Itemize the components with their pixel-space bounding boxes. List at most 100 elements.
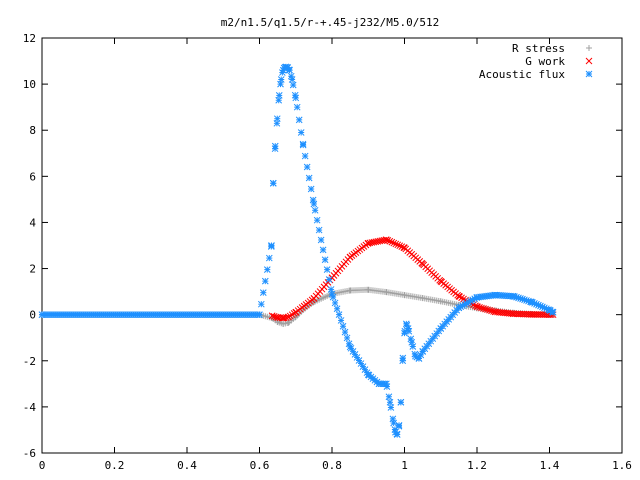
data-point <box>277 76 285 83</box>
data-point <box>323 266 331 273</box>
chart-title: m2/n1.5/q1.5/r-+.45-j232/M5.0/512 <box>221 16 440 29</box>
data-point <box>295 116 303 124</box>
data-point <box>299 140 307 148</box>
data-point <box>307 185 315 193</box>
series-layer <box>38 63 557 438</box>
data-point <box>305 174 313 182</box>
data-point <box>263 266 271 273</box>
data-point <box>317 236 325 244</box>
data-point <box>268 242 275 249</box>
data-point <box>549 309 557 316</box>
data-point <box>397 398 405 406</box>
data-point <box>484 306 491 314</box>
data-point <box>372 238 380 246</box>
data-point <box>337 317 345 324</box>
data-point <box>408 338 416 346</box>
data-point <box>341 328 349 336</box>
x-tick-label: 1.2 <box>467 459 487 472</box>
data-point <box>509 292 517 300</box>
legend-marker <box>585 70 593 78</box>
data-point <box>256 311 263 319</box>
data-point <box>325 276 333 283</box>
data-point <box>346 343 354 351</box>
data-point <box>383 289 390 296</box>
data-point <box>361 366 369 373</box>
plot-frame <box>41 37 623 454</box>
data-point <box>293 103 301 111</box>
data-point <box>389 415 397 423</box>
y-tick-label: -6 <box>23 447 36 460</box>
y-tick-label: 6 <box>29 170 36 183</box>
data-point <box>401 292 408 299</box>
data-point <box>272 313 280 321</box>
data-point <box>415 355 423 362</box>
y-tick-label: -4 <box>23 401 37 414</box>
y-tick-label: 12 <box>23 32 36 45</box>
data-point <box>313 216 321 224</box>
data-point <box>491 308 499 316</box>
data-point <box>383 236 390 244</box>
data-point <box>310 200 318 208</box>
data-point <box>343 334 351 342</box>
ticks: 0 0.2 0.4 0.6 0.8 1 1.2 1.4 1.6 -6 -4 -2 0 2 4 6 8 10 12 <box>23 32 632 472</box>
data-point <box>437 325 445 332</box>
data-point <box>401 244 408 252</box>
data-point <box>437 277 445 285</box>
data-point <box>259 289 267 297</box>
data-point <box>393 431 401 438</box>
x-tick-label: 0.8 <box>322 459 342 472</box>
data-point <box>327 286 335 293</box>
x-tick-label: 0.4 <box>177 459 197 472</box>
data-point <box>319 246 327 254</box>
legend-label: G work <box>525 55 565 68</box>
x-tick-label: 0.2 <box>105 459 125 472</box>
data-point <box>528 311 535 318</box>
data-point <box>365 286 372 293</box>
data-point <box>315 226 323 234</box>
data-point <box>491 291 499 299</box>
data-point <box>392 240 400 248</box>
data-point <box>289 81 297 89</box>
data-point <box>303 163 311 171</box>
data-point <box>376 237 384 245</box>
data-point <box>261 277 269 285</box>
data-point <box>399 357 407 365</box>
data-point <box>437 298 444 305</box>
data-point <box>331 299 339 307</box>
data-point <box>478 304 485 312</box>
data-point <box>347 287 354 294</box>
data-point <box>480 305 487 312</box>
data-point <box>280 320 287 327</box>
data-point <box>279 314 287 322</box>
series-2 <box>38 63 557 438</box>
data-point <box>301 152 309 160</box>
axes <box>41 37 623 454</box>
data-point <box>384 237 392 244</box>
data-point <box>387 404 395 411</box>
data-point <box>364 239 372 247</box>
data-point <box>374 238 382 245</box>
x-tick-label: 1.4 <box>540 459 560 472</box>
data-point <box>396 242 404 250</box>
data-point <box>257 300 265 308</box>
data-point <box>385 393 393 401</box>
y-tick-label: 8 <box>29 124 36 137</box>
data-point <box>285 313 292 321</box>
legend-marker <box>585 57 593 65</box>
series-1 <box>268 236 557 322</box>
data-point <box>288 311 296 319</box>
data-point <box>333 305 341 313</box>
data-point <box>366 239 374 247</box>
data-point <box>268 312 276 320</box>
data-point <box>292 309 300 316</box>
data-point <box>388 238 396 246</box>
y-tick-label: 0 <box>29 309 36 322</box>
data-point <box>455 304 463 312</box>
data-point <box>404 325 412 332</box>
data-point <box>286 66 293 74</box>
data-point <box>310 295 318 302</box>
x-tick-label: 1 <box>401 459 408 472</box>
data-point <box>528 298 535 306</box>
data-point <box>269 179 277 187</box>
